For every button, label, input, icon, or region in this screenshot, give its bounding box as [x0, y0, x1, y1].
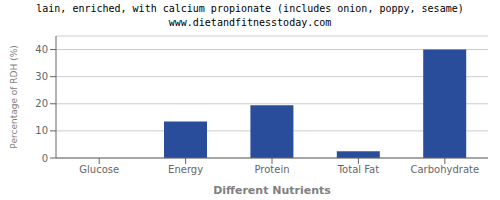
svg-text:20: 20 [35, 98, 48, 109]
html-text:www.dietandfitnesstoday.com: www.dietandfitnesstoday.com [168, 17, 332, 28]
svg-text:30: 30 [35, 71, 48, 82]
svg-text:Protein: Protein [254, 164, 289, 175]
svg-text:Total Fat: Total Fat [337, 164, 379, 175]
svg-text:Percentage of RDH (%): Percentage of RDH (%) [9, 45, 19, 148]
svg-text:Different Nutrients: Different Nutrients [213, 184, 331, 197]
svg-text:Carbohydrate: Carbohydrate [410, 164, 479, 175]
svg-text:Energy: Energy [168, 164, 203, 175]
svg-text:40: 40 [35, 44, 48, 55]
svg-text:0: 0 [42, 153, 48, 164]
svg-text:Glucose: Glucose [79, 164, 119, 175]
svg-text:10: 10 [35, 125, 48, 136]
html-text:lain, enriched, with calcium p: lain, enriched, with calcium propionate … [36, 3, 464, 14]
